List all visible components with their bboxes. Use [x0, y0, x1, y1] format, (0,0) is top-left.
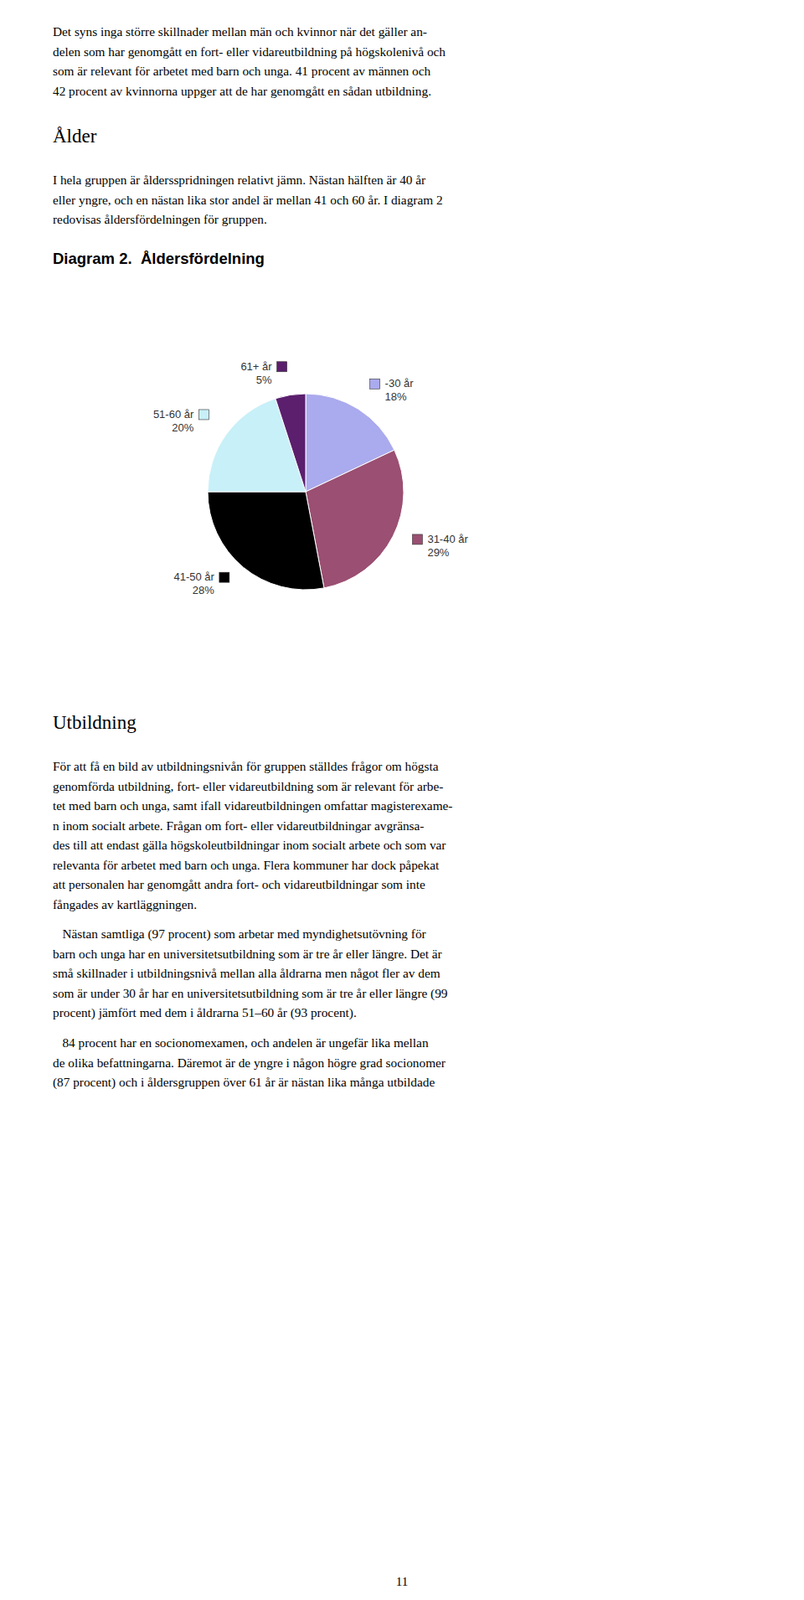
html-text:des till att endast gälla högs: des till att endast gälla högskoleutbild… [52, 837, 446, 852]
html-text:procent) jämfört med dem i åld: procent) jämfört med dem i åldrarna 51–6… [52, 1005, 357, 1020]
html-text:redovisas åldersfördelningen f: redovisas åldersfördelningen för gruppen… [52, 211, 267, 227]
html-text:42 procent av kvinnorna uppger: 42 procent av kvinnorna uppger att de ha… [52, 83, 432, 98]
html-text:att personalen har genomgått a: att personalen har genomgått andra fort-… [52, 876, 426, 892]
svg-text:51-60 år20%: 51-60 år20% [153, 407, 195, 434]
html-text:barn och unga har en universit: barn och unga har en universitetsutbildn… [52, 945, 442, 961]
html-text:de olika befattningarna. Därem: de olika befattningarna. Däremot är de y… [52, 1054, 446, 1070]
html-text:Ålder: Ålder [52, 125, 97, 147]
html-text:små skillnader i utbildningsni: små skillnader i utbildningsnivå mellan … [52, 965, 441, 980]
svg-text:-30 år18%: -30 år18% [385, 376, 415, 403]
html-text:som är relevant för arbetet me: som är relevant för arbetet med barn och… [52, 63, 431, 78]
html-text:eller yngre, och en nästan lik: eller yngre, och en nästan lika stor and… [52, 192, 443, 207]
html-text:n inom socialt arbete. Frågan: n inom socialt arbete. Frågan om fort- e… [52, 817, 425, 833]
html-text:delen som har genomgått en for: delen som har genomgått en fort- eller v… [52, 43, 446, 59]
html-text:Det syns inga större skillnade: Det syns inga större skillnader mellan m… [52, 24, 428, 39]
html-text:Nästan samtliga (97 procent) s: Nästan samtliga (97 procent) som arbetar… [52, 926, 426, 941]
html-text:tet med barn och unga, samt if: tet med barn och unga, samt ifall vidare… [52, 798, 453, 813]
html-text:relevanta för arbetet med barn: relevanta för arbetet med barn och unga.… [52, 857, 440, 872]
html-text:11: 11 [395, 1574, 409, 1588]
html-text:(87 procent) och i åldersgrupp: (87 procent) och i åldersgruppen över 61… [52, 1074, 435, 1089]
svg-text:41-50 år28%: 41-50 år28% [173, 570, 215, 597]
html-text:I hela gruppen är åldersspridn: I hela gruppen är åldersspridningen rela… [52, 172, 426, 187]
html-text:som är under 30 år har en univ: som är under 30 år har en universitetsut… [52, 985, 448, 1000]
html-text:Diagram 2. Åldersfördelning: Diagram 2. Åldersfördelning [52, 249, 265, 268]
html-text:genomförda utbildning, fort- e: genomförda utbildning, fort- eller vidar… [52, 778, 444, 793]
html-text:Utbildning: Utbildning [52, 711, 137, 733]
html-text:84 procent har en socionomexam: 84 procent har en socionomexamen, och an… [52, 1035, 429, 1050]
html-text:fångades av kartläggningen.: fångades av kartläggningen. [52, 896, 197, 911]
html-text:För att få en bild av utbildni: För att få en bild av utbildningsnivån f… [52, 758, 439, 774]
svg-text:31-40 år29%: 31-40 år29% [427, 532, 469, 559]
svg-text:61+ år5%: 61+ år5% [240, 360, 273, 387]
